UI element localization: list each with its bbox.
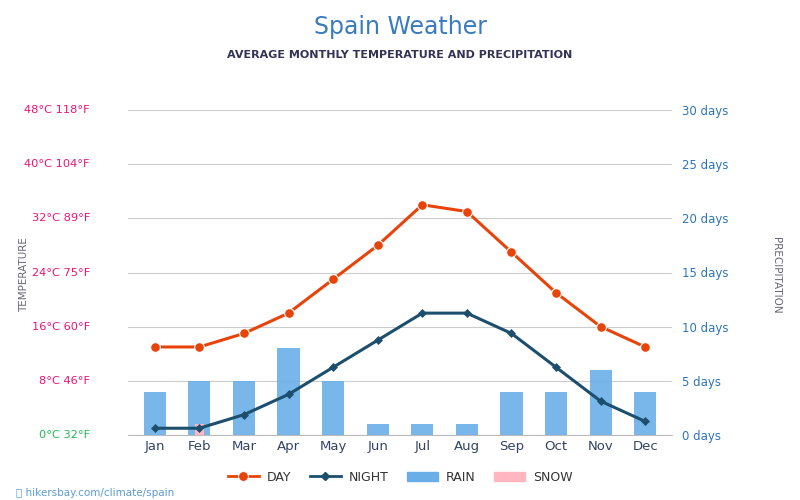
Bar [590,370,612,435]
Bar [188,381,210,435]
Text: PRECIPITATION: PRECIPITATION [771,236,781,314]
Text: Spain Weather: Spain Weather [314,15,486,39]
Text: 40°C 104°F: 40°C 104°F [25,159,90,169]
Bar [634,392,656,435]
Text: 48°C 118°F: 48°C 118°F [24,105,90,115]
Bar [195,424,204,435]
Text: 8°C 46°F: 8°C 46°F [39,376,90,386]
Text: AVERAGE MONTHLY TEMPERATURE AND PRECIPITATION: AVERAGE MONTHLY TEMPERATURE AND PRECIPIT… [227,50,573,60]
Bar [366,424,389,435]
Bar [411,424,434,435]
Bar [278,348,300,435]
Text: 32°C 89°F: 32°C 89°F [31,214,90,224]
Bar [456,424,478,435]
Bar [545,392,567,435]
Text: 16°C 60°F: 16°C 60°F [32,322,90,332]
Bar [322,381,344,435]
Text: 0°C 32°F: 0°C 32°F [38,430,90,440]
Text: TEMPERATURE: TEMPERATURE [19,238,29,312]
Text: 24°C 75°F: 24°C 75°F [32,268,90,278]
Bar [144,392,166,435]
Bar [500,392,522,435]
Legend: DAY, NIGHT, RAIN, SNOW: DAY, NIGHT, RAIN, SNOW [222,466,578,489]
Text: 📍 hikersbay.com/climate/spain: 📍 hikersbay.com/climate/spain [16,488,174,498]
Bar [233,381,255,435]
